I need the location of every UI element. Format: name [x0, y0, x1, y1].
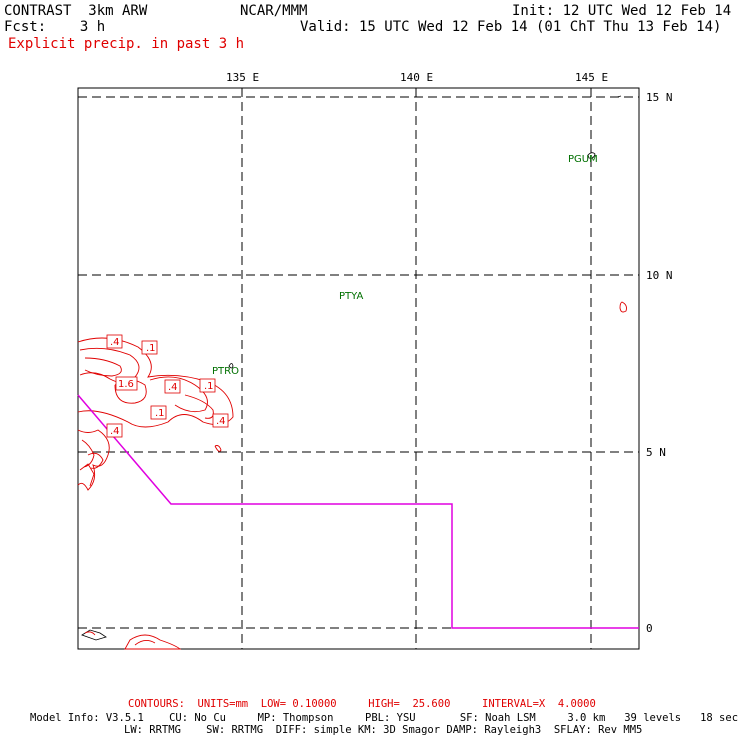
lon-label-135: 135 E	[226, 71, 259, 84]
lon-label-140: 140 E	[400, 71, 433, 84]
contour-east	[619, 301, 627, 313]
contour-info: CONTOURS: UNITS=mm LOW= 0.10000 HIGH= 25…	[128, 698, 596, 710]
precip-contours	[77, 301, 627, 650]
contour-label: .4	[110, 337, 120, 348]
contour-label: .1	[155, 408, 165, 419]
organization-label: NCAR/MMM	[240, 3, 308, 19]
contour-south-c	[84, 631, 96, 636]
island-north	[616, 95, 622, 98]
contour-label: .4	[110, 426, 120, 437]
valid-time: Valid: 15 UTC Wed 12 Feb 14 (01 ChT Thu …	[300, 19, 722, 35]
station-ptya: PTYA	[339, 291, 363, 302]
contour-south-b	[134, 640, 156, 646]
lat-label-5: 5 N	[646, 446, 666, 459]
contour-inner-b	[84, 357, 122, 377]
contour-west-b	[81, 439, 95, 468]
contour-small	[214, 445, 222, 452]
contour-label-group: .4 .1 1.6 .4 .1 .1 .4 .4	[106, 334, 229, 438]
lon-label-145: 145 E	[575, 71, 608, 84]
forecast-hour: Fcst: 3 h	[4, 19, 106, 35]
domain-boundary	[77, 394, 639, 629]
contour-inner-d	[149, 376, 208, 413]
map-frame	[77, 87, 640, 650]
station-pgum: PGUM	[568, 154, 598, 165]
field-title: Explicit precip. in past 3 h	[8, 36, 245, 52]
contour-outer	[77, 337, 234, 428]
contour-label: .1	[146, 343, 156, 354]
init-time: Init: 12 UTC Wed 12 Feb 14	[512, 3, 732, 19]
contour-label: .4	[168, 382, 178, 393]
png-coast	[81, 629, 107, 641]
contour-south-a	[124, 634, 182, 650]
contour-label: .4	[216, 416, 226, 427]
palau-coast	[228, 363, 234, 369]
model-title: CONTRAST 3km ARW	[4, 3, 148, 19]
contour-label: 1.6	[118, 379, 134, 390]
contour-west-a	[77, 429, 110, 491]
station-ptro: PTRO	[212, 366, 239, 377]
grid-lines	[78, 88, 639, 649]
lat-label-10: 10 N	[646, 269, 673, 282]
model-info: Model Info: V3.5.1 CU: No Cu MP: Thompso…	[30, 712, 739, 724]
contour-inner-e	[184, 394, 214, 419]
lat-label-15: 15 N	[646, 91, 673, 104]
model-info-physics: LW: RRTMG SW: RRTMG DIFF: simple KM: 3D …	[124, 724, 643, 736]
contour-west-c	[87, 452, 104, 469]
contour-west-d	[79, 463, 95, 487]
coastlines	[81, 95, 622, 641]
lat-label-0: 0	[646, 622, 653, 635]
guam-coast	[587, 152, 596, 159]
contour-label: .1	[204, 381, 214, 392]
